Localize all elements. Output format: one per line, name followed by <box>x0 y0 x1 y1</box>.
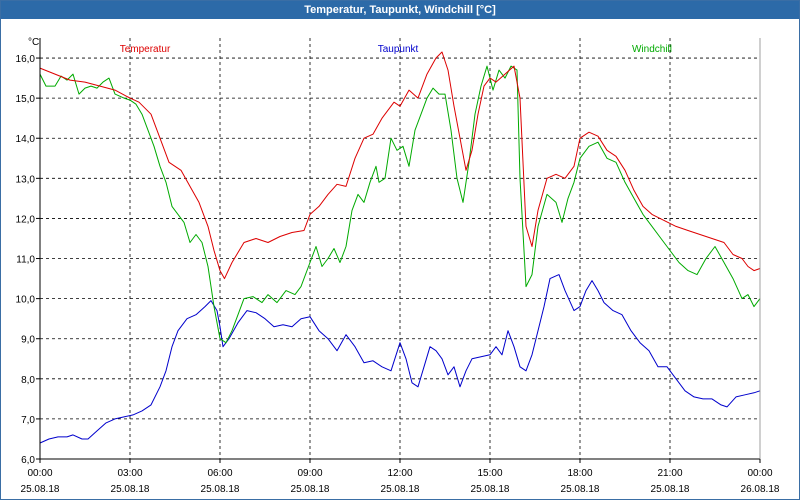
x-tick-time-label: 12:00 <box>387 468 412 479</box>
series-line-windchill <box>39 65 761 344</box>
labels: 16,0 15,0 14,0 13,0 12,0 11,0 10,0 9,0 8,0 7,0 6,0… <box>16 37 780 495</box>
x-tick-time-label: 06:00 <box>207 468 232 479</box>
grid-lines <box>40 38 760 459</box>
axes <box>36 38 761 463</box>
y-tick-label: 8,0 <box>21 375 35 386</box>
series-line-temperatur <box>39 51 761 280</box>
x-tick-date-label: 25.08.18 <box>21 484 60 495</box>
x-tick-time-label: 00:00 <box>27 468 52 479</box>
legend-temperatur: Temperatur <box>120 44 171 55</box>
x-tick-time-label: 15:00 <box>477 468 502 479</box>
x-tick-date-label: 26.08.18 <box>741 484 780 495</box>
x-tick-date-label: 25.08.18 <box>381 484 420 495</box>
legend-windchill: Windchill <box>632 44 672 55</box>
y-tick-label: 9,0 <box>21 335 35 346</box>
x-tick-date-label: 25.08.18 <box>471 484 510 495</box>
y-tick-label: 12,0 <box>16 214 36 225</box>
y-tick-label: 14,0 <box>16 134 36 145</box>
y-tick-label: 6,0 <box>21 455 35 466</box>
y-axis-label: °C <box>28 37 39 48</box>
y-tick-label: 15,0 <box>16 94 36 105</box>
y-tick-label: 10,0 <box>16 295 36 306</box>
y-tick-label: 13,0 <box>16 174 36 185</box>
y-tick-label: 7,0 <box>21 415 35 426</box>
window-title: Temperatur, Taupunkt, Windchill [°C] <box>1 1 799 19</box>
x-tick-date-label: 25.08.18 <box>111 484 150 495</box>
y-tick-label: 11,0 <box>16 255 35 266</box>
x-tick-time-label: 00:00 <box>747 468 772 479</box>
x-tick-date-label: 25.08.18 <box>291 484 330 495</box>
legend-taupunkt: Taupunkt <box>378 44 419 55</box>
x-tick-date-label: 25.08.18 <box>651 484 690 495</box>
y-tick-label: 16,0 <box>16 54 36 65</box>
series-lines <box>39 51 761 444</box>
x-tick-time-label: 09:00 <box>297 468 322 479</box>
x-tick-date-label: 25.08.18 <box>201 484 240 495</box>
x-tick-date-label: 25.08.18 <box>561 484 600 495</box>
chart: 16,0 15,0 14,0 13,0 12,0 11,0 10,0 9,0 8,0 7,0 6,0… <box>16 37 780 495</box>
series-line-taupunkt <box>39 274 761 444</box>
x-tick-time-label: 18:00 <box>567 468 592 479</box>
x-tick-time-label: 21:00 <box>657 468 682 479</box>
x-tick-time-label: 03:00 <box>117 468 142 479</box>
